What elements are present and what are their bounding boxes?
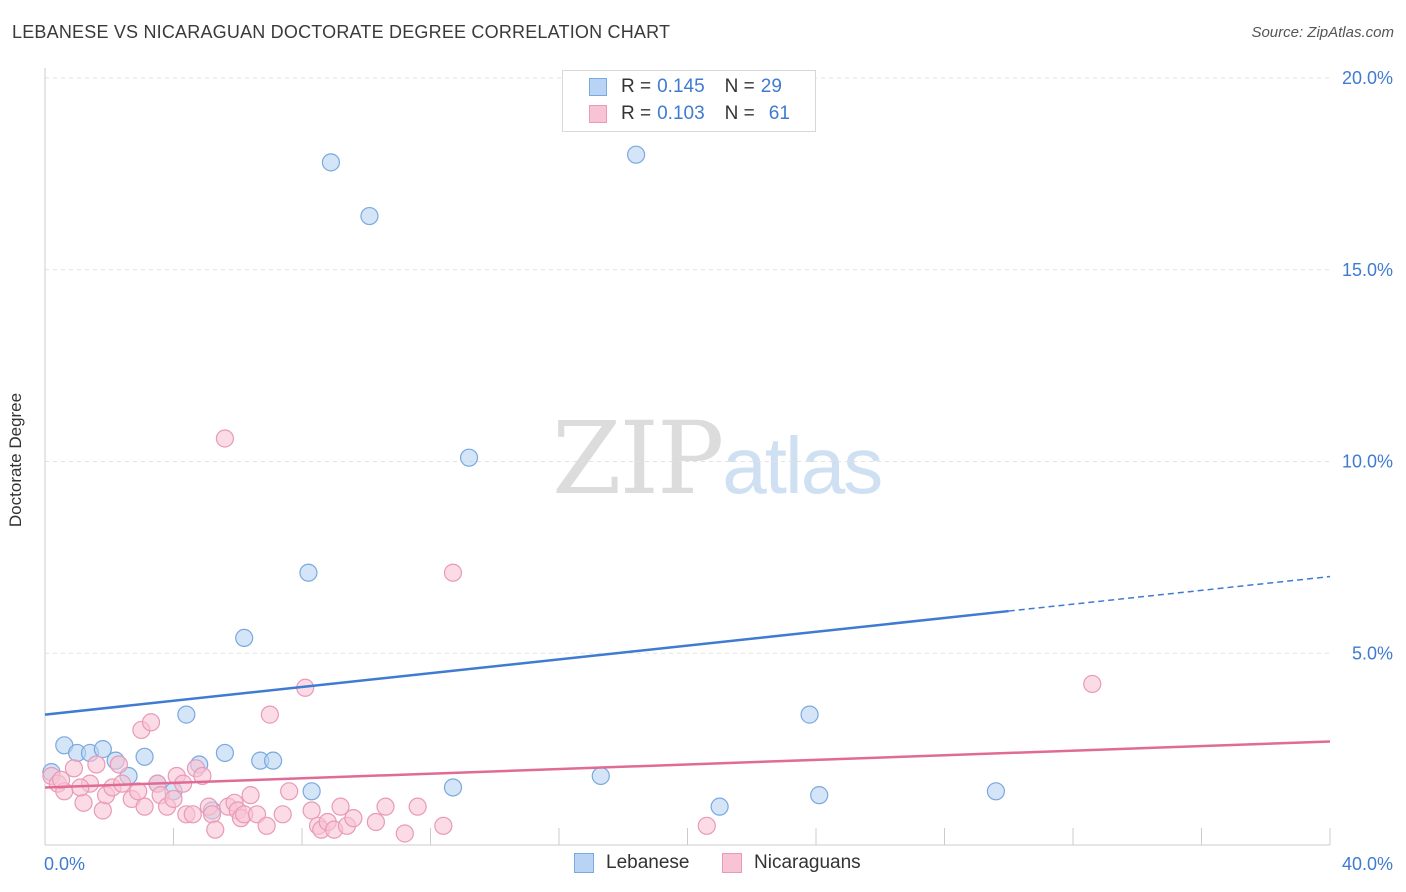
correlation-legend: R = 0.145 N = 29 R = 0.103 N = 61 bbox=[562, 70, 816, 132]
nicaraguan-point bbox=[215, 429, 234, 448]
legend-nicaraguans-swatch bbox=[722, 853, 742, 873]
nicaraguans-r-label: R = bbox=[621, 103, 652, 124]
lebanese-point bbox=[443, 778, 463, 797]
nicaraguans-n-value: 61 bbox=[768, 103, 790, 124]
lebanese-point bbox=[459, 448, 479, 467]
legend-nicaraguans-label: Nicaraguans bbox=[754, 852, 861, 873]
nicaraguan-point bbox=[64, 759, 84, 778]
source-label: Source: ZipAtlas.com bbox=[1251, 24, 1394, 41]
lebanese-point bbox=[299, 563, 318, 582]
legend-lebanese-swatch bbox=[574, 853, 594, 873]
nicaraguan-point bbox=[443, 563, 463, 582]
nicaraguan-point bbox=[376, 797, 395, 816]
nicaraguan-point bbox=[141, 713, 161, 732]
lebanese-point bbox=[321, 153, 341, 172]
nicaraguan-point bbox=[257, 816, 276, 835]
nicaraguan-point bbox=[193, 766, 212, 786]
lebanese-point bbox=[302, 782, 321, 801]
nicaraguan-point bbox=[183, 805, 202, 824]
legend-row-nicaraguans: R = 0.103 N = 61 bbox=[589, 102, 790, 126]
nicaraguan-point bbox=[302, 801, 321, 820]
lebanese-point bbox=[360, 206, 379, 226]
lebanese-n-value: 29 bbox=[760, 76, 782, 97]
lebanese-point bbox=[215, 743, 234, 763]
lebanese-point bbox=[93, 740, 112, 759]
nicaraguan-point bbox=[366, 812, 385, 832]
legend-lebanese-label: Lebanese bbox=[606, 852, 690, 873]
nicaraguan-point bbox=[344, 809, 363, 828]
nicaraguan-point bbox=[206, 820, 225, 839]
y-tick-label: 5.0% bbox=[1352, 643, 1393, 663]
lebanese-point bbox=[800, 705, 819, 724]
watermark-zip: ZIP bbox=[552, 400, 724, 517]
nicaraguan-point bbox=[164, 789, 183, 809]
y-axis-label-text: Doctorate Degree bbox=[6, 392, 25, 528]
y-tick-label: 15.0% bbox=[1342, 260, 1393, 280]
nicaraguan-trend-line bbox=[44, 740, 1331, 789]
lebanese-point bbox=[986, 782, 1006, 801]
nicaraguan-point bbox=[202, 805, 222, 824]
nicaraguan-point bbox=[408, 797, 427, 816]
series-legend: Lebanese Nicaraguans bbox=[0, 852, 1406, 876]
lebanese-swatch bbox=[589, 78, 607, 96]
lebanese-point bbox=[710, 797, 729, 816]
nicaraguans-n-label: N = bbox=[724, 103, 755, 124]
watermark-atlas: atlas bbox=[722, 421, 883, 510]
lebanese-trend-line bbox=[44, 609, 1009, 716]
chart-title: LEBANESE VS NICARAGUAN DOCTORATE DEGREE … bbox=[12, 22, 671, 42]
nicaraguan-point bbox=[331, 797, 350, 816]
lebanese-point bbox=[626, 145, 646, 164]
legend-item-lebanese: Lebanese bbox=[574, 852, 689, 874]
nicaraguan-point bbox=[1083, 674, 1102, 694]
x-tick-label-max: 40.0% bbox=[1342, 854, 1393, 874]
nicaraguan-point bbox=[280, 782, 299, 801]
nicaraguan-point bbox=[51, 770, 71, 789]
nicaraguan-point bbox=[87, 755, 106, 774]
nicaraguan-point bbox=[697, 816, 716, 835]
lebanese-point bbox=[135, 747, 154, 766]
nicaraguan-point bbox=[109, 755, 128, 774]
lebanese-r-value: 0.145 bbox=[657, 76, 705, 97]
nicaraguan-point bbox=[273, 805, 292, 824]
nicaraguan-point bbox=[74, 793, 93, 812]
nicaraguan-point bbox=[93, 801, 112, 820]
lebanese-n-label: N = bbox=[724, 76, 755, 97]
lebanese-point bbox=[235, 628, 254, 648]
lebanese-point bbox=[591, 766, 610, 786]
y-tick-label: 20.0% bbox=[1342, 68, 1393, 88]
watermark: ZIPatlas bbox=[552, 400, 883, 517]
nicaraguan-point bbox=[260, 705, 279, 724]
nicaraguan-point bbox=[395, 824, 414, 843]
nicaraguans-swatch bbox=[589, 105, 607, 123]
nicaraguan-point bbox=[129, 782, 148, 801]
nicaraguan-point bbox=[135, 797, 154, 816]
nicaraguan-point bbox=[241, 786, 260, 805]
lebanese-point bbox=[177, 705, 196, 724]
nicaraguan-point bbox=[434, 816, 453, 835]
legend-row-lebanese: R = 0.145 N = 29 bbox=[589, 75, 782, 99]
lebanese-point bbox=[810, 786, 829, 805]
lebanese-trend-extension bbox=[1008, 575, 1331, 612]
lebanese-r-label: R = bbox=[621, 76, 652, 97]
y-tick-label: 10.0% bbox=[1342, 452, 1393, 472]
lebanese-point bbox=[263, 751, 283, 770]
nicaraguans-r-value: 0.103 bbox=[657, 103, 705, 124]
x-tick-label-min: 0.0% bbox=[44, 854, 85, 874]
legend-item-nicaraguans: Nicaraguans bbox=[722, 852, 861, 874]
